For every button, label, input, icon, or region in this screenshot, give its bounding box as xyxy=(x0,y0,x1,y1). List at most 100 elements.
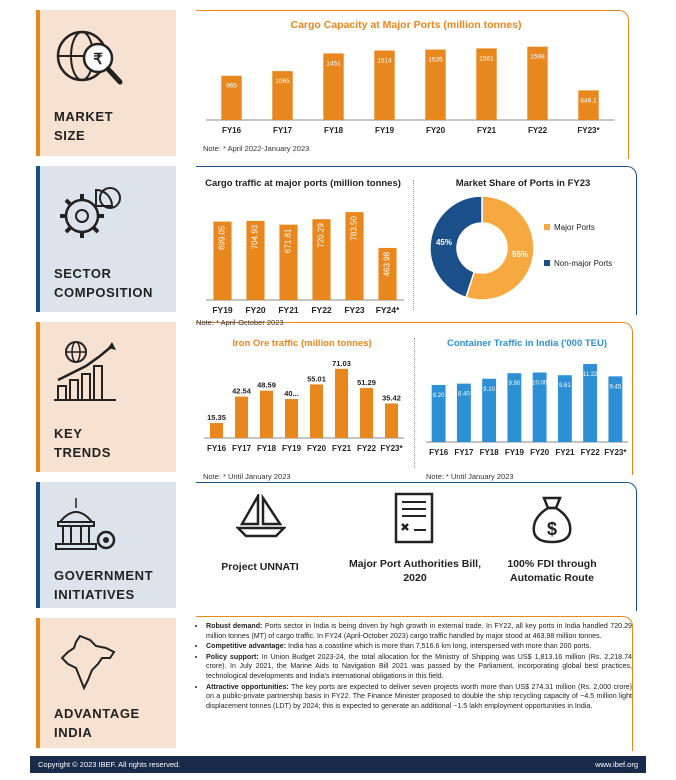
footer-copyright: Copyright © 2023 IBEF. All rights reserv… xyxy=(38,760,181,769)
bar xyxy=(532,372,547,442)
tick-label: FY17 xyxy=(232,444,252,453)
advantage-item: Attractive opportunities: The key ports … xyxy=(206,683,632,712)
tick-label: FY19 xyxy=(212,305,233,315)
container-traffic-chart: 8.20 FY16 8.40 FY17 9.10 FY18 9.90 FY19 10.00 FY2… xyxy=(426,364,628,457)
bar xyxy=(578,90,599,120)
section-label: COMPOSITION xyxy=(54,285,154,300)
tick-label: FY23* xyxy=(380,444,403,453)
tick-label: FY16 xyxy=(429,448,449,457)
initiative-label: Major Port Authorities Bill, 2020 xyxy=(348,558,482,584)
advantage-item: Robust demand: Ports sector in India is … xyxy=(206,622,632,641)
tick-label: FY21 xyxy=(278,305,299,315)
data-label: 35.42 xyxy=(382,393,401,402)
initiative-label: Project UNNATI xyxy=(221,561,299,573)
bar xyxy=(213,221,232,300)
footer-url[interactable]: www.ibef.org xyxy=(595,760,638,769)
advantage-item: Policy support: In Union Budget 2023-24,… xyxy=(206,653,632,682)
government-building-gear-icon xyxy=(55,498,116,550)
tick-label: FY21 xyxy=(332,444,352,453)
chart-note: Note: * April 2022-January 2023 xyxy=(203,144,310,153)
gears-pie-icon xyxy=(60,187,121,238)
data-label: 9.45 xyxy=(610,384,622,390)
tick-label: FY16 xyxy=(222,126,242,135)
data-label: 1561 xyxy=(479,55,494,62)
tick-label: FY23* xyxy=(604,448,627,457)
tick-label: FY18 xyxy=(480,448,500,457)
bar xyxy=(507,373,522,442)
data-label: 671.81 xyxy=(284,228,293,253)
bar xyxy=(476,48,497,120)
bar xyxy=(310,384,323,438)
data-label: 1598 xyxy=(530,54,545,61)
data-label: 10.00 xyxy=(532,381,548,387)
data-label: 463.98 xyxy=(383,251,392,276)
document-icon xyxy=(394,492,434,544)
data-label: 965 xyxy=(226,83,237,90)
frame-market-size xyxy=(196,10,629,159)
data-label: 699.05 xyxy=(218,225,227,250)
tick-label: FY18 xyxy=(324,126,344,135)
bar xyxy=(246,220,265,300)
frame-trends xyxy=(196,322,633,475)
bar xyxy=(425,49,446,120)
data-label: 8.40 xyxy=(458,392,470,398)
bar xyxy=(335,368,348,438)
bar xyxy=(285,399,298,438)
section-sector-composition: SECTOR COMPOSITION xyxy=(36,166,176,312)
section-government-initiatives: GOVERNMENT INITIATIVES xyxy=(36,482,176,608)
data-label: 48.59 xyxy=(257,381,276,390)
bar xyxy=(378,247,397,300)
chart-title: Container Traffic in India ('000 TEU) xyxy=(446,338,608,349)
tick-label: FY22 xyxy=(581,448,601,457)
advantage-list: Robust demand: Ports sector in India is … xyxy=(196,622,632,712)
bar xyxy=(374,50,395,120)
slice-label: 45% xyxy=(436,238,452,247)
bar xyxy=(323,53,344,120)
bar xyxy=(272,71,293,120)
divider xyxy=(414,338,415,468)
tick-label: FY16 xyxy=(207,444,227,453)
bar xyxy=(360,388,373,438)
data-label: 8.20 xyxy=(433,393,445,399)
tick-label: FY23* xyxy=(577,126,600,135)
cargo-capacity-chart: 965 FY16 1065 FY17 1451 FY18 1514 FY19 1535 FY20 1… xyxy=(206,46,614,135)
sailboat-icon xyxy=(236,494,286,538)
section-label: SECTOR xyxy=(54,266,112,281)
data-label: 1451 xyxy=(326,60,341,67)
data-label: 1514 xyxy=(377,58,392,65)
data-label: 40... xyxy=(284,389,299,398)
data-label: 1065 xyxy=(275,78,290,85)
bar xyxy=(312,219,331,300)
section-label: SIZE xyxy=(54,128,86,143)
legend-swatch xyxy=(544,260,550,266)
data-label: 55.01 xyxy=(307,374,326,383)
legend-swatch xyxy=(544,224,550,230)
globe-rupee-magnifier-icon: ₹ xyxy=(56,30,123,85)
tick-label: FY19 xyxy=(375,126,395,135)
data-label: 9.90 xyxy=(509,381,521,387)
section-label: GOVERNMENT xyxy=(54,568,154,583)
data-label: 704.93 xyxy=(251,224,260,249)
pie-slice xyxy=(429,195,483,299)
data-label: 646.1 xyxy=(580,97,597,104)
bar xyxy=(210,423,223,438)
chart-title: Cargo Capacity at Major Ports (million t… xyxy=(290,19,522,31)
tick-label: FY19 xyxy=(505,448,525,457)
frame-sector xyxy=(196,166,637,315)
data-label: 9.10 xyxy=(483,387,495,393)
initiative-label: 100% FDI through Automatic Route xyxy=(507,558,597,584)
data-label: 71.03 xyxy=(332,359,351,368)
data-label: 15.35 xyxy=(207,413,226,422)
svg-text:$: $ xyxy=(547,519,557,539)
section-key-trends: KEY TRENDS xyxy=(36,322,176,472)
bar xyxy=(235,396,248,438)
india-map-icon xyxy=(60,634,116,691)
data-label: 783.50 xyxy=(350,216,359,241)
cargo-traffic-chart: 699.05 FY19 704.93 FY20 671.81 FY21 720.29 FY22… xyxy=(206,212,404,315)
data-label: 720.29 xyxy=(317,223,326,248)
data-label: 51.29 xyxy=(357,378,376,387)
bar xyxy=(527,46,548,120)
market-share-pie: 55% 45% Major Ports Non-major Ports xyxy=(429,195,612,301)
tick-label: FY17 xyxy=(273,126,293,135)
tick-label: FY19 xyxy=(282,444,302,453)
